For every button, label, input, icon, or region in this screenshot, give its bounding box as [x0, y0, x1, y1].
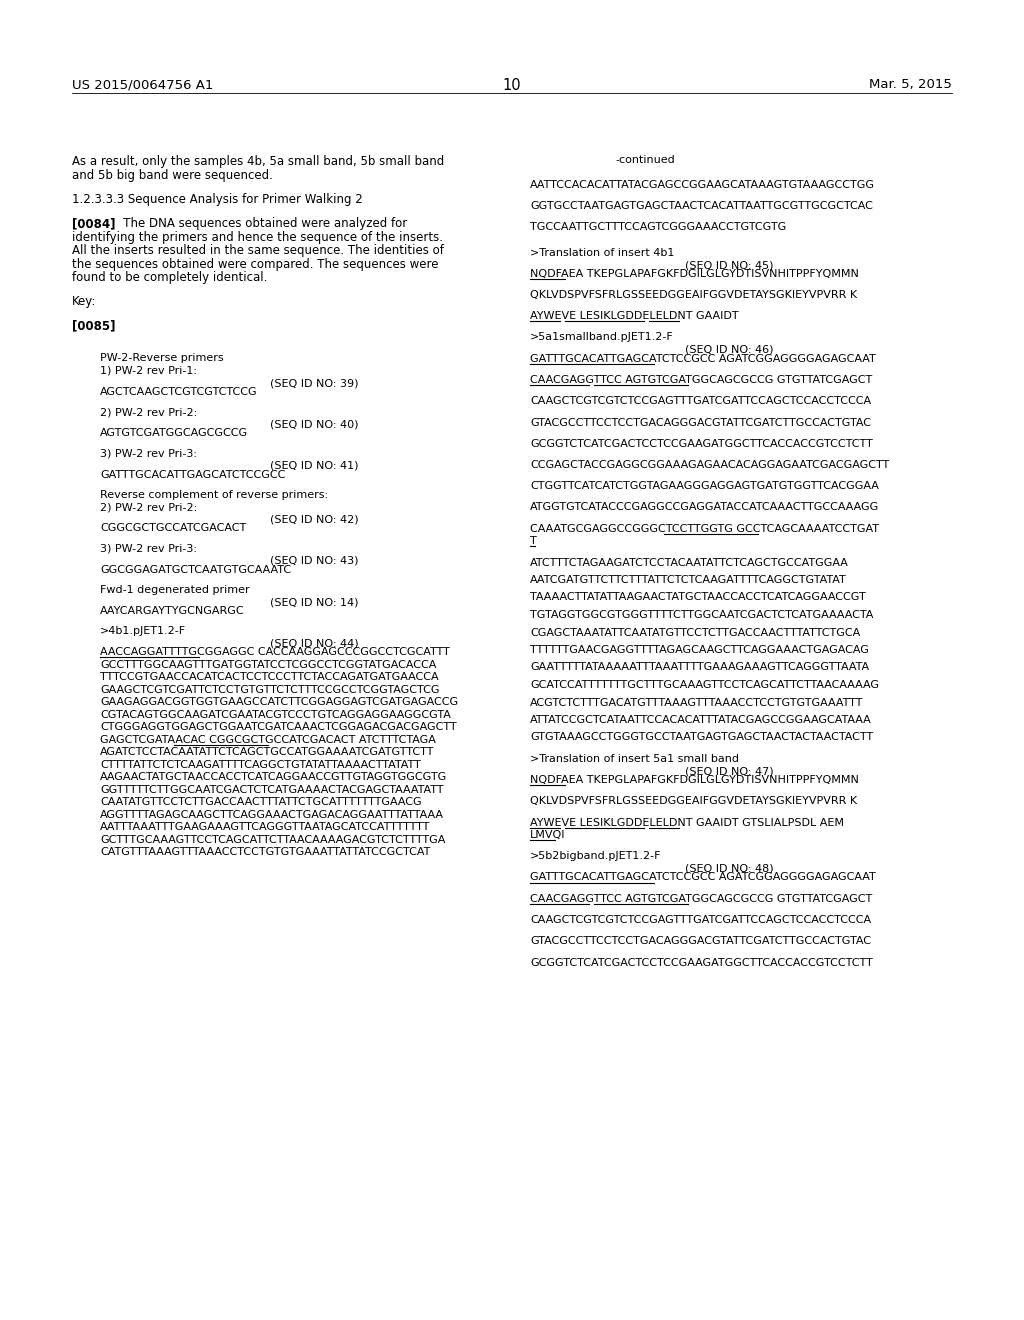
- Text: (SEQ ID NO: 43): (SEQ ID NO: 43): [270, 556, 358, 566]
- Text: AGTGTCGATGGCAGCGCCG: AGTGTCGATGGCAGCGCCG: [100, 429, 248, 438]
- Text: AGATCTCCTACAATATTCTCAGCTGCCATGGAAAATCGATGTTCTT: AGATCTCCTACAATATTCTCAGCTGCCATGGAAAATCGAT…: [100, 747, 434, 758]
- Text: CATGTTTAAAGTTTAAACCTCCTGTGTGAAATTATTATCCGCTCAT: CATGTTTAAAGTTTAAACCTCCTGTGTGAAATTATTATCC…: [100, 847, 430, 857]
- Text: (SEQ ID NO: 48): (SEQ ID NO: 48): [685, 863, 773, 874]
- Text: [0085]: [0085]: [72, 319, 116, 333]
- Text: TGTAGGTGGCGTGGGTTTTCTTGGCAATCGACTCTCATGAAAACTA: TGTAGGTGGCGTGGGTTTTCTTGGCAATCGACTCTCATGA…: [530, 610, 873, 620]
- Text: GAAGCTCGTCGATTCTCCTGTGTTCTCTTTCCGCCTCGGTAGCTCG: GAAGCTCGTCGATTCTCCTGTGTTCTCTTTCCGCCTCGGT…: [100, 685, 439, 694]
- Text: 2) PW-2 rev Pri-2:: 2) PW-2 rev Pri-2:: [100, 407, 198, 417]
- Text: AATCGATGTTCTTCTTTATTCTCTCAAGATTTTCAGGCTGTATAT: AATCGATGTTCTTCTTTATTCTCTCAAGATTTTCAGGCTG…: [530, 576, 847, 585]
- Text: 1.2.3.3.3 Sequence Analysis for Primer Walking 2: 1.2.3.3.3 Sequence Analysis for Primer W…: [72, 193, 362, 206]
- Text: GGTGCCTAATGAGTGAGCTAACTCACATTAATTGCGTTGCGCTCAC: GGTGCCTAATGAGTGAGCTAACTCACATTAATTGCGTTGC…: [530, 201, 872, 211]
- Text: ACGTCTCTTTGACATGTTTAAAGTTTAAACCTCCTGTGTGAAATTT: ACGTCTCTTTGACATGTTTAAAGTTTAAACCTCCTGTGTG…: [530, 697, 863, 708]
- Text: -continued: -continued: [615, 154, 675, 165]
- Text: CAAGCTCGTCGTCTCCGAGTTTGATCGATTCCAGCTCCACCTCCCA: CAAGCTCGTCGTCTCCGAGTTTGATCGATTCCAGCTCCAC…: [530, 396, 871, 407]
- Text: GTACGCCTTCCTCCTGACAGGGACGTATTCGATCTTGCCACTGTAC: GTACGCCTTCCTCCTGACAGGGACGTATTCGATCTTGCCA…: [530, 417, 871, 428]
- Text: CGGCGCTGCCATCGACACT: CGGCGCTGCCATCGACACT: [100, 524, 246, 533]
- Text: Mar. 5, 2015: Mar. 5, 2015: [869, 78, 952, 91]
- Text: AAGAACTATGCTAACCACCTCATCAGGAACCGTTGTAGGTGGCGTG: AAGAACTATGCTAACCACCTCATCAGGAACCGTTGTAGGT…: [100, 772, 447, 783]
- Text: ATTATCCGCTCATAATTCCACACATTTATACGAGCCGGAAGCATAAA: ATTATCCGCTCATAATTCCACACATTTATACGAGCCGGAA…: [530, 715, 871, 725]
- Text: (SEQ ID NO: 46): (SEQ ID NO: 46): [685, 345, 773, 355]
- Text: AATTCCACACATTATACGAGCCGGAAGCATAAAGTGTAAAGCCTGG: AATTCCACACATTATACGAGCCGGAAGCATAAAGTGTAAA…: [530, 180, 874, 190]
- Text: GCCTTTGGCAAGTTTGATGGTATCCTCGGCCTCGGTATGACACCA: GCCTTTGGCAAGTTTGATGGTATCCTCGGCCTCGGTATGA…: [100, 660, 436, 669]
- Text: CAAATGCGAGGCCGGGCTCCTTGGTG GCCTCAGCAAAATCCTGAT: CAAATGCGAGGCCGGGCTCCTTGGTG GCCTCAGCAAAAT…: [530, 524, 879, 533]
- Text: 3) PW-2 rev Pri-3:: 3) PW-2 rev Pri-3:: [100, 449, 197, 458]
- Text: GCTTTGCAAAGTTCCTCAGCATTCTTAACAAAAGACGTCTCTTTTGA: GCTTTGCAAAGTTCCTCAGCATTCTTAACAAAAGACGTCT…: [100, 834, 445, 845]
- Text: GATTTGCACATTGAGCATCTCCGCC AGATCGGAGGGGAGAGCAAT: GATTTGCACATTGAGCATCTCCGCC AGATCGGAGGGGAG…: [530, 873, 876, 883]
- Text: ATCTTTCTAGAAGATCTCCTACAATATTCTCAGCTGCCATGGAA: ATCTTTCTAGAAGATCTCCTACAATATTCTCAGCTGCCAT…: [530, 557, 849, 568]
- Text: LMVQI: LMVQI: [530, 830, 565, 840]
- Text: GGTTTTTCTTGGCAATCGACTCTCATGAAAACTACGAGCTAAATATT: GGTTTTTCTTGGCAATCGACTCTCATGAAAACTACGAGCT…: [100, 784, 443, 795]
- Text: CGTACAGTGGCAAGATCGAATACGTCCCTGTCAGGAGGAAGGCGTA: CGTACAGTGGCAAGATCGAATACGTCCCTGTCAGGAGGAA…: [100, 710, 451, 719]
- Text: GAATTTTTATAAAAATTTAAATTTTGAAAGAAAGTTCAGGGTTAATA: GAATTTTTATAAAAATTTAAATTTTGAAAGAAAGTTCAGG…: [530, 663, 869, 672]
- Text: (SEQ ID NO: 42): (SEQ ID NO: 42): [270, 515, 358, 525]
- Text: CTGGGAGGTGGAGCTGGAATCGATCAAACTCGGAGACGACGAGCTT: CTGGGAGGTGGAGCTGGAATCGATCAAACTCGGAGACGAC…: [100, 722, 457, 733]
- Text: The DNA sequences obtained were analyzed for: The DNA sequences obtained were analyzed…: [112, 216, 408, 230]
- Text: QKLVDSPVFSFRLGSSEEDGGEAIFGGVDETAYSGKIEYVPVRR K: QKLVDSPVFSFRLGSSEEDGGEAIFGGVDETAYSGKIEYV…: [530, 290, 857, 300]
- Text: CAACGAGGTTCC AGTGTCGATGGCAGCGCCG GTGTTATCGAGCT: CAACGAGGTTCC AGTGTCGATGGCAGCGCCG GTGTTAT…: [530, 375, 872, 385]
- Text: (SEQ ID NO: 45): (SEQ ID NO: 45): [685, 260, 773, 271]
- Text: Reverse complement of reverse primers:: Reverse complement of reverse primers:: [100, 490, 328, 500]
- Text: NQDFAEA TKEPGLAPAFGKFDGILGLGYDTISVNHITPPFYQMMN: NQDFAEA TKEPGLAPAFGKFDGILGLGYDTISVNHITPP…: [530, 775, 859, 785]
- Text: Key:: Key:: [72, 296, 96, 309]
- Text: GAGCTCGATAACAC CGGCGCTGCCATCGACACT ATCTTTCTAGA: GAGCTCGATAACAC CGGCGCTGCCATCGACACT ATCTT…: [100, 735, 436, 744]
- Text: (SEQ ID NO: 41): (SEQ ID NO: 41): [270, 461, 358, 471]
- Text: GCATCCATTTTTTTGCTTTGCAAAGTTCCTCAGCATTCTTAACAAAAG: GCATCCATTTTTTTGCTTTGCAAAGTTCCTCAGCATTCTT…: [530, 680, 879, 690]
- Text: AGCTCAAGCTCGTCGTCTCCG: AGCTCAAGCTCGTCGTCTCCG: [100, 387, 258, 397]
- Text: All the inserts resulted in the same sequence. The identities of: All the inserts resulted in the same seq…: [72, 244, 443, 257]
- Text: >5b2bigband.pJET1.2-F: >5b2bigband.pJET1.2-F: [530, 851, 662, 861]
- Text: TGCCAATTGCTTTCCAGTCGGGAAACCTGTCGTG: TGCCAATTGCTTTCCAGTCGGGAAACCTGTCGTG: [530, 223, 786, 232]
- Text: 1) PW-2 rev Pri-1:: 1) PW-2 rev Pri-1:: [100, 366, 197, 376]
- Text: AGGTTTTAGAGCAAGCTTCAGGAAACTGAGACAGGAATTTATTAAA: AGGTTTTAGAGCAAGCTTCAGGAAACTGAGACAGGAATTT…: [100, 809, 444, 820]
- Text: GCGGTCTCATCGACTCCTCCGAAGATGGCTTCACCACCGTCCTCTT: GCGGTCTCATCGACTCCTCCGAAGATGGCTTCACCACCGT…: [530, 438, 872, 449]
- Text: TTTTTTGAACGAGGTTTTAGAGCAAGCTTCAGGAAACTGAGACAG: TTTTTTGAACGAGGTTTTAGAGCAAGCTTCAGGAAACTGA…: [530, 645, 869, 655]
- Text: AYWEVE LESIKLGDDELELDNT GAAIDT GTSLIALPSDL AEM: AYWEVE LESIKLGDDELELDNT GAAIDT GTSLIALPS…: [530, 817, 844, 828]
- Text: CGAGCTAAATATTCAATATGTTCCTCTTGACCAACTTTATTCTGCA: CGAGCTAAATATTCAATATGTTCCTCTTGACCAACTTTAT…: [530, 627, 860, 638]
- Text: As a result, only the samples 4b, 5a small band, 5b small band: As a result, only the samples 4b, 5a sma…: [72, 154, 444, 168]
- Text: GGCGGAGATGCTCAATGTGCAAATC: GGCGGAGATGCTCAATGTGCAAATC: [100, 565, 291, 574]
- Text: QKLVDSPVFSFRLGSSEEDGGEAIFGGVDETAYSGKIEYVPVRR K: QKLVDSPVFSFRLGSSEEDGGEAIFGGVDETAYSGKIEYV…: [530, 796, 857, 807]
- Text: (SEQ ID NO: 47): (SEQ ID NO: 47): [685, 766, 773, 776]
- Text: 10: 10: [503, 78, 521, 92]
- Text: >5a1smallband.pJET1.2-F: >5a1smallband.pJET1.2-F: [530, 333, 674, 342]
- Text: CAAGCTCGTCGTCTCCGAGTTTGATCGATTCCAGCTCCACCTCCCA: CAAGCTCGTCGTCTCCGAGTTTGATCGATTCCAGCTCCAC…: [530, 915, 871, 925]
- Text: the sequences obtained were compared. The sequences were: the sequences obtained were compared. Th…: [72, 257, 438, 271]
- Text: TTTCCGTGAACCACATCACTCCTCCCTTCTACCAGATGATGAACCA: TTTCCGTGAACCACATCACTCCTCCCTTCTACCAGATGAT…: [100, 672, 438, 682]
- Text: GAAGAGGACGGTGGTGAAGCCATCTTCGGAGGAGTCGATGAGACCG: GAAGAGGACGGTGGTGAAGCCATCTTCGGAGGAGTCGATG…: [100, 697, 458, 708]
- Text: [0084]: [0084]: [72, 216, 116, 230]
- Text: >4b1.pJET1.2-F: >4b1.pJET1.2-F: [100, 626, 186, 636]
- Text: (SEQ ID NO: 40): (SEQ ID NO: 40): [270, 420, 358, 430]
- Text: CTTTTATTCTCTCAAGATTTTCAGGCTGTATATTAAAACTTATATT: CTTTTATTCTCTCAAGATTTTCAGGCTGTATATTAAAACT…: [100, 760, 421, 770]
- Text: identifying the primers and hence the sequence of the inserts.: identifying the primers and hence the se…: [72, 231, 443, 244]
- Text: 3) PW-2 rev Pri-3:: 3) PW-2 rev Pri-3:: [100, 544, 197, 553]
- Text: US 2015/0064756 A1: US 2015/0064756 A1: [72, 78, 213, 91]
- Text: GTGTAAAGCCTGGGTGCCTAATGAGTGAGCTAACTACTAACTACTT: GTGTAAAGCCTGGGTGCCTAATGAGTGAGCTAACTACTAA…: [530, 733, 873, 742]
- Text: NQDFAEA TKEPGLAPAFGKFDGILGLGYDTISVNHITPPFYQMMN: NQDFAEA TKEPGLAPAFGKFDGILGLGYDTISVNHITPP…: [530, 269, 859, 279]
- Text: CAACGAGGTTCC AGTGTCGATGGCAGCGCCG GTGTTATCGAGCT: CAACGAGGTTCC AGTGTCGATGGCAGCGCCG GTGTTAT…: [530, 894, 872, 904]
- Text: (SEQ ID NO: 44): (SEQ ID NO: 44): [270, 639, 358, 648]
- Text: ATGGTGTCATACCCGAGGCCGAGGATACCATCAAACTTGCCAAAGG: ATGGTGTCATACCCGAGGCCGAGGATACCATCAAACTTGC…: [530, 503, 880, 512]
- Text: (SEQ ID NO: 14): (SEQ ID NO: 14): [270, 597, 358, 607]
- Text: AACCAGGATTTTGCGGAGGC CACCAAGGAGCCCGGCCTCGCATTT: AACCAGGATTTTGCGGAGGC CACCAAGGAGCCCGGCCTC…: [100, 647, 450, 657]
- Text: CAATATGTTCCTCTTGACCAACTTTATTCTGCATTTTTTTGAACG: CAATATGTTCCTCTTGACCAACTTTATTCTGCATTTTTTT…: [100, 797, 422, 808]
- Text: T: T: [530, 536, 537, 546]
- Text: (SEQ ID NO: 39): (SEQ ID NO: 39): [270, 379, 358, 388]
- Text: GATTTGCACATTGAGCATCTCCGCC AGATCGGAGGGGAGAGCAAT: GATTTGCACATTGAGCATCTCCGCC AGATCGGAGGGGAG…: [530, 354, 876, 364]
- Text: Fwd-1 degenerated primer: Fwd-1 degenerated primer: [100, 585, 250, 595]
- Text: GCGGTCTCATCGACTCCTCCGAAGATGGCTTCACCACCGTCCTCTT: GCGGTCTCATCGACTCCTCCGAAGATGGCTTCACCACCGT…: [530, 957, 872, 968]
- Text: CTGGTTCATCATCTGGTAGAAGGGAGGAGTGATGTGGTTCACGGAA: CTGGTTCATCATCTGGTAGAAGGGAGGAGTGATGTGGTTC…: [530, 482, 879, 491]
- Text: found to be completely identical.: found to be completely identical.: [72, 271, 267, 284]
- Text: AATTTAAATTTGAAGAAAGTTCAGGGTTAATAGCATCCATTTTTTT: AATTTAAATTTGAAGAAAGTTCAGGGTTAATAGCATCCAT…: [100, 822, 430, 832]
- Text: TAAAACTTATATTAAGAACTATGCTAACCACCTCATCAGGAACCGT: TAAAACTTATATTAAGAACTATGCTAACCACCTCATCAGG…: [530, 593, 865, 602]
- Text: 2) PW-2 rev Pri-2:: 2) PW-2 rev Pri-2:: [100, 502, 198, 512]
- Text: AYWEVE LESIKLGDDELELDNT GAAIDT: AYWEVE LESIKLGDDELELDNT GAAIDT: [530, 312, 738, 321]
- Text: and 5b big band were sequenced.: and 5b big band were sequenced.: [72, 169, 272, 181]
- Text: PW-2-Reverse primers: PW-2-Reverse primers: [100, 354, 223, 363]
- Text: CCGAGCTACCGAGGCGGAAAGAGAACACAGGAGAATCGACGAGCTT: CCGAGCTACCGAGGCGGAAAGAGAACACAGGAGAATCGAC…: [530, 459, 889, 470]
- Text: AAYCARGAYTYGCNGARGC: AAYCARGAYTYGCNGARGC: [100, 606, 245, 616]
- Text: GATTTGCACATTGAGCATCTCCGCC: GATTTGCACATTGAGCATCTCCGCC: [100, 470, 286, 479]
- Text: GTACGCCTTCCTCCTGACAGGGACGTATTCGATCTTGCCACTGTAC: GTACGCCTTCCTCCTGACAGGGACGTATTCGATCTTGCCA…: [530, 936, 871, 946]
- Text: >Translation of insert 4b1: >Translation of insert 4b1: [530, 248, 675, 257]
- Text: >Translation of insert 5a1 small band: >Translation of insert 5a1 small band: [530, 754, 739, 764]
